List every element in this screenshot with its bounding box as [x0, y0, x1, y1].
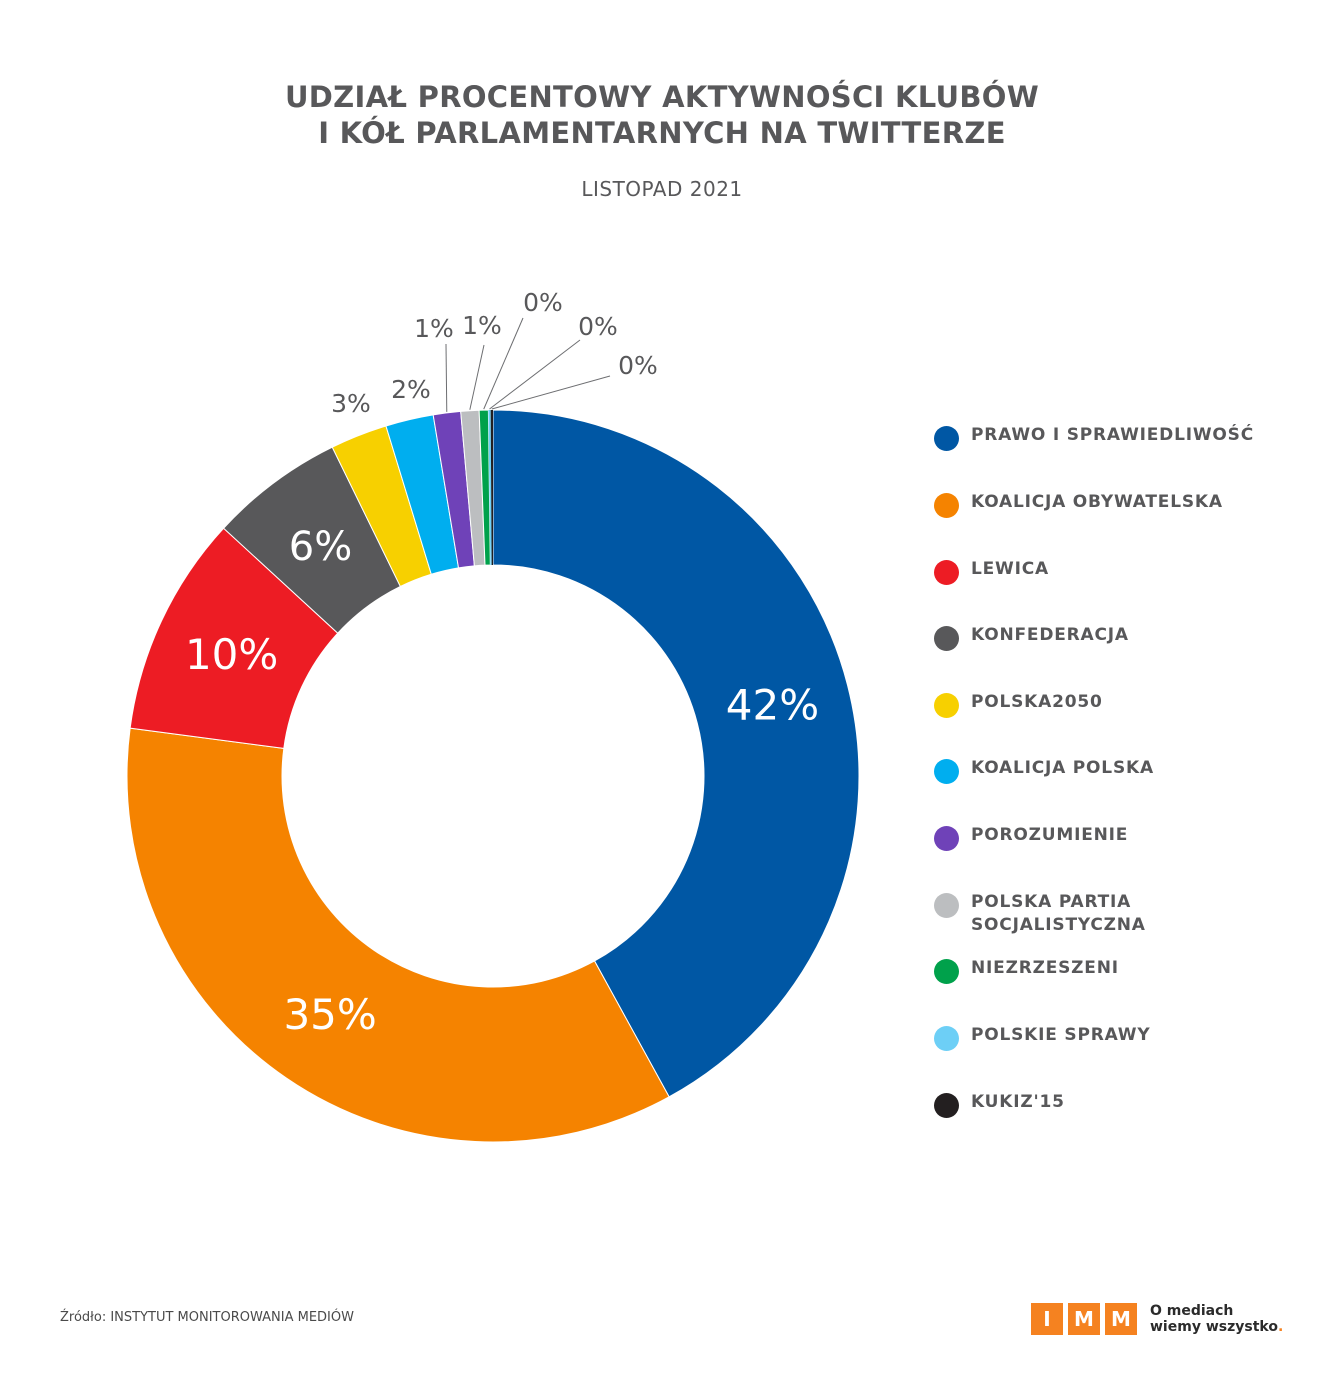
- slice-niezrzeszeni: [478, 409, 491, 566]
- legend-item-koalicja-obywatelska: KOALICJA OBYWATELSKA: [934, 491, 1223, 518]
- data-label-polska2050: 3%: [331, 389, 371, 418]
- legend-swatch: [934, 1093, 959, 1118]
- legend-label: LEWICA: [971, 559, 1049, 579]
- legend-swatch: [934, 560, 959, 585]
- data-label-porozumienie: 1%: [414, 314, 454, 343]
- legend-label: POLSKA2050: [971, 692, 1103, 712]
- legend-item-konfederacja: KONFEDERACJA: [934, 624, 1129, 651]
- legend-label: POLSKA PARTIA SOCJALISTYCZNA: [971, 892, 1146, 935]
- chart-title-line-1: UDZIAŁ PROCENTOWY AKTYWNOŚCI KLUBÓW: [284, 80, 1040, 114]
- legend-item-lewica: LEWICA: [934, 558, 1049, 585]
- leader-line-kukiz-15: [491, 375, 611, 410]
- legend-swatch: [934, 826, 959, 851]
- data-label-konfederacja: 6%: [289, 524, 352, 570]
- data-label-niezrzeszeni: 0%: [523, 288, 563, 317]
- chart-subtitle: LISTOPAD 2021: [581, 177, 743, 201]
- data-label-polska-partia-socjalistyczna: 1%: [462, 311, 502, 340]
- slice-kukiz-15: [490, 410, 493, 566]
- logo-tagline-dot: .: [1277, 1319, 1284, 1335]
- legend-label: PRAWO I SPRAWIEDLIWOŚĆ: [971, 425, 1254, 445]
- imm-logo: I M M O mediach wiemy wszystko.: [1031, 1303, 1283, 1335]
- source-note: Źródło: INSTYTUT MONITOROWANIA MEDIÓW: [60, 1310, 354, 1325]
- data-label-lewica: 10%: [185, 630, 278, 679]
- legend-label: KOALICJA POLSKA: [971, 758, 1154, 778]
- legend-swatch: [934, 893, 959, 918]
- leader-line-niezrzeszeni: [483, 317, 524, 410]
- legend-label: POROZUMIENIE: [971, 825, 1129, 845]
- leader-line-porozumienie: [445, 343, 448, 412]
- legend-item-niezrzeszeni: NIEZRZESZENI: [934, 957, 1119, 984]
- legend-label: KOALICJA OBYWATELSKA: [971, 492, 1223, 512]
- legend-item-porozumienie: POROZUMIENIE: [934, 824, 1128, 851]
- legend-swatch: [934, 759, 959, 784]
- leader-line-polskie-sprawy: [489, 339, 581, 410]
- legend-swatch: [934, 1026, 959, 1051]
- legend-label: KONFEDERACJA: [971, 625, 1129, 645]
- data-label-polskie-sprawy: 0%: [578, 312, 618, 341]
- data-label-koalicja-obywatelska: 35%: [283, 990, 376, 1039]
- data-label-prawo-i-sprawiedliwo: 42%: [726, 680, 819, 729]
- legend-swatch: [934, 626, 959, 651]
- legend-item-prawo-i-sprawiedliwo: PRAWO I SPRAWIEDLIWOŚĆ: [934, 424, 1254, 451]
- chart-title-line-2: I KÓŁ PARLAMENTARNYCH NA TWITTERZE: [318, 116, 1006, 150]
- legend-item-koalicja-polska: KOALICJA POLSKA: [934, 757, 1154, 784]
- legend-label: POLSKIE SPRAWY: [971, 1025, 1151, 1045]
- leader-line-polska-partia-socjalistyczna: [469, 344, 485, 410]
- legend-swatch: [934, 493, 959, 518]
- legend-swatch: [934, 959, 959, 984]
- legend-item-polska2050: POLSKA2050: [934, 691, 1103, 718]
- logo-letter-m2: M: [1105, 1303, 1137, 1335]
- legend-swatch: [934, 426, 959, 451]
- legend-item-polskie-sprawy: POLSKIE SPRAWY: [934, 1024, 1150, 1051]
- slice-prawo-i-sprawiedliwo: [492, 409, 860, 1098]
- logo-letter-i: I: [1031, 1303, 1063, 1335]
- logo-tagline-line-1: O mediach: [1150, 1303, 1234, 1319]
- legend-label: NIEZRZESZENI: [971, 958, 1119, 978]
- data-label-kukiz-15: 0%: [618, 351, 658, 380]
- logo-tagline: O mediach wiemy wszystko.: [1150, 1303, 1283, 1335]
- logo-tagline-line-2: wiemy wszystko: [1150, 1319, 1278, 1335]
- legend-label: KUKIZ'15: [971, 1092, 1065, 1112]
- slice-koalicja-obywatelska: [126, 727, 670, 1143]
- data-label-koalicja-polska: 2%: [391, 375, 431, 404]
- legend-swatch: [934, 693, 959, 718]
- logo-letter-m1: M: [1068, 1303, 1100, 1335]
- slice-polskie-sprawy: [488, 410, 492, 566]
- legend-item-polska-partia-socjalistyczna: POLSKA PARTIA SOCJALISTYCZNA: [934, 891, 1146, 937]
- legend-item-kukiz-15: KUKIZ'15: [934, 1091, 1065, 1118]
